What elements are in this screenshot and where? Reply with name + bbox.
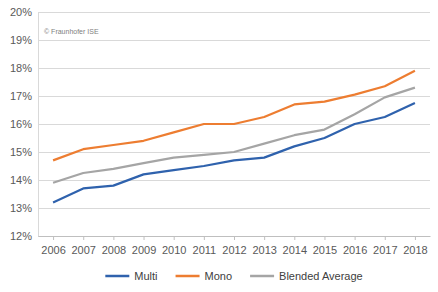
x-tick-label: 2018	[403, 244, 427, 256]
y-tick-label: 12%	[10, 230, 32, 242]
x-tick: 2011	[193, 236, 217, 256]
tick-mark	[234, 236, 235, 240]
y-tick-label: 13%	[10, 202, 32, 214]
grid-line	[38, 96, 430, 97]
grid-line	[38, 180, 430, 181]
y-tick: 12%	[10, 230, 430, 242]
y-tick-label: 14%	[10, 174, 32, 186]
grid-line	[38, 40, 430, 41]
y-tick: 20%	[10, 6, 430, 18]
legend-item: Multi	[105, 270, 157, 282]
x-tick-label: 2016	[343, 244, 367, 256]
annotation: © Fraunhofer ISE	[44, 28, 99, 35]
x-tick: 2007	[71, 236, 95, 256]
y-tick-label: 17%	[10, 90, 32, 102]
x-tick: 2009	[132, 236, 156, 256]
plot: 12%13%14%15%16%17%18%19%20%2006200720082…	[10, 6, 431, 256]
x-tick-label: 2013	[252, 244, 276, 256]
x-tick-label: 2014	[283, 244, 307, 256]
legend-item: Blended Average	[250, 270, 363, 282]
y-tick-label: 18%	[10, 62, 32, 74]
x-tick: 2006	[41, 236, 65, 256]
y-tick-label: 16%	[10, 118, 32, 130]
x-tick: 2015	[313, 236, 337, 256]
grid-line	[38, 208, 430, 209]
y-tick-label: 20%	[10, 6, 32, 18]
x-tick-label: 2007	[71, 244, 95, 256]
tick-mark	[294, 236, 295, 240]
y-tick: 18%	[10, 62, 430, 74]
x-tick: 2018	[403, 236, 427, 256]
y-tick-label: 15%	[10, 146, 32, 158]
x-tick-label: 2011	[193, 244, 217, 256]
legend-item: Mono	[176, 270, 233, 282]
x-tick-label: 2006	[41, 244, 65, 256]
x-tick: 2008	[102, 236, 126, 256]
x-tick: 2017	[373, 236, 397, 256]
x-tick: 2012	[222, 236, 246, 256]
y-axis: 12% 13% 14% 15% 16% 17% 18% 19% 20%	[10, 6, 430, 242]
x-tick-label: 2008	[102, 244, 126, 256]
legend-swatch	[105, 275, 129, 278]
x-tick-label: 2009	[132, 244, 156, 256]
legend-label: Blended Average	[279, 270, 363, 282]
y-tick: 13%	[10, 202, 430, 214]
tick-mark	[174, 236, 175, 240]
tick-mark	[264, 236, 265, 240]
x-tick-label: 2010	[162, 244, 186, 256]
x-tick-label: 2012	[222, 244, 246, 256]
y-tick: 19%	[10, 34, 430, 46]
y-tick-label: 19%	[10, 34, 32, 46]
x-tick: 2016	[343, 236, 367, 256]
tick-mark	[385, 236, 386, 240]
tick-mark	[113, 236, 114, 240]
tick-mark	[415, 236, 416, 240]
x-tick-label: 2015	[313, 244, 337, 256]
tick-mark	[83, 236, 84, 240]
legend-swatch	[250, 275, 274, 278]
grid-line	[38, 68, 430, 69]
tick-mark	[53, 236, 54, 240]
chart: 12%13%14%15%16%17%18%19%20%2006200720082…	[0, 0, 438, 292]
legend: Multi Mono Blended Average	[105, 270, 362, 282]
x-tick-label: 2017	[373, 244, 397, 256]
grid-line	[38, 12, 430, 13]
series-line	[53, 88, 415, 183]
x-axis: 2006 2007 2008 2009 2010 2011 2012 2013 2014 2015…	[39, 236, 431, 256]
legend-swatch	[176, 275, 200, 278]
legend-label: Mono	[205, 270, 233, 282]
tick-mark	[324, 236, 325, 240]
series-line	[53, 71, 415, 161]
x-tick: 2013	[252, 236, 276, 256]
legend-label: Multi	[134, 270, 157, 282]
x-tick: 2014	[283, 236, 307, 256]
tick-mark	[355, 236, 356, 240]
tick-mark	[144, 236, 145, 240]
lines	[53, 71, 415, 203]
x-tick: 2010	[162, 236, 186, 256]
tick-mark	[204, 236, 205, 240]
